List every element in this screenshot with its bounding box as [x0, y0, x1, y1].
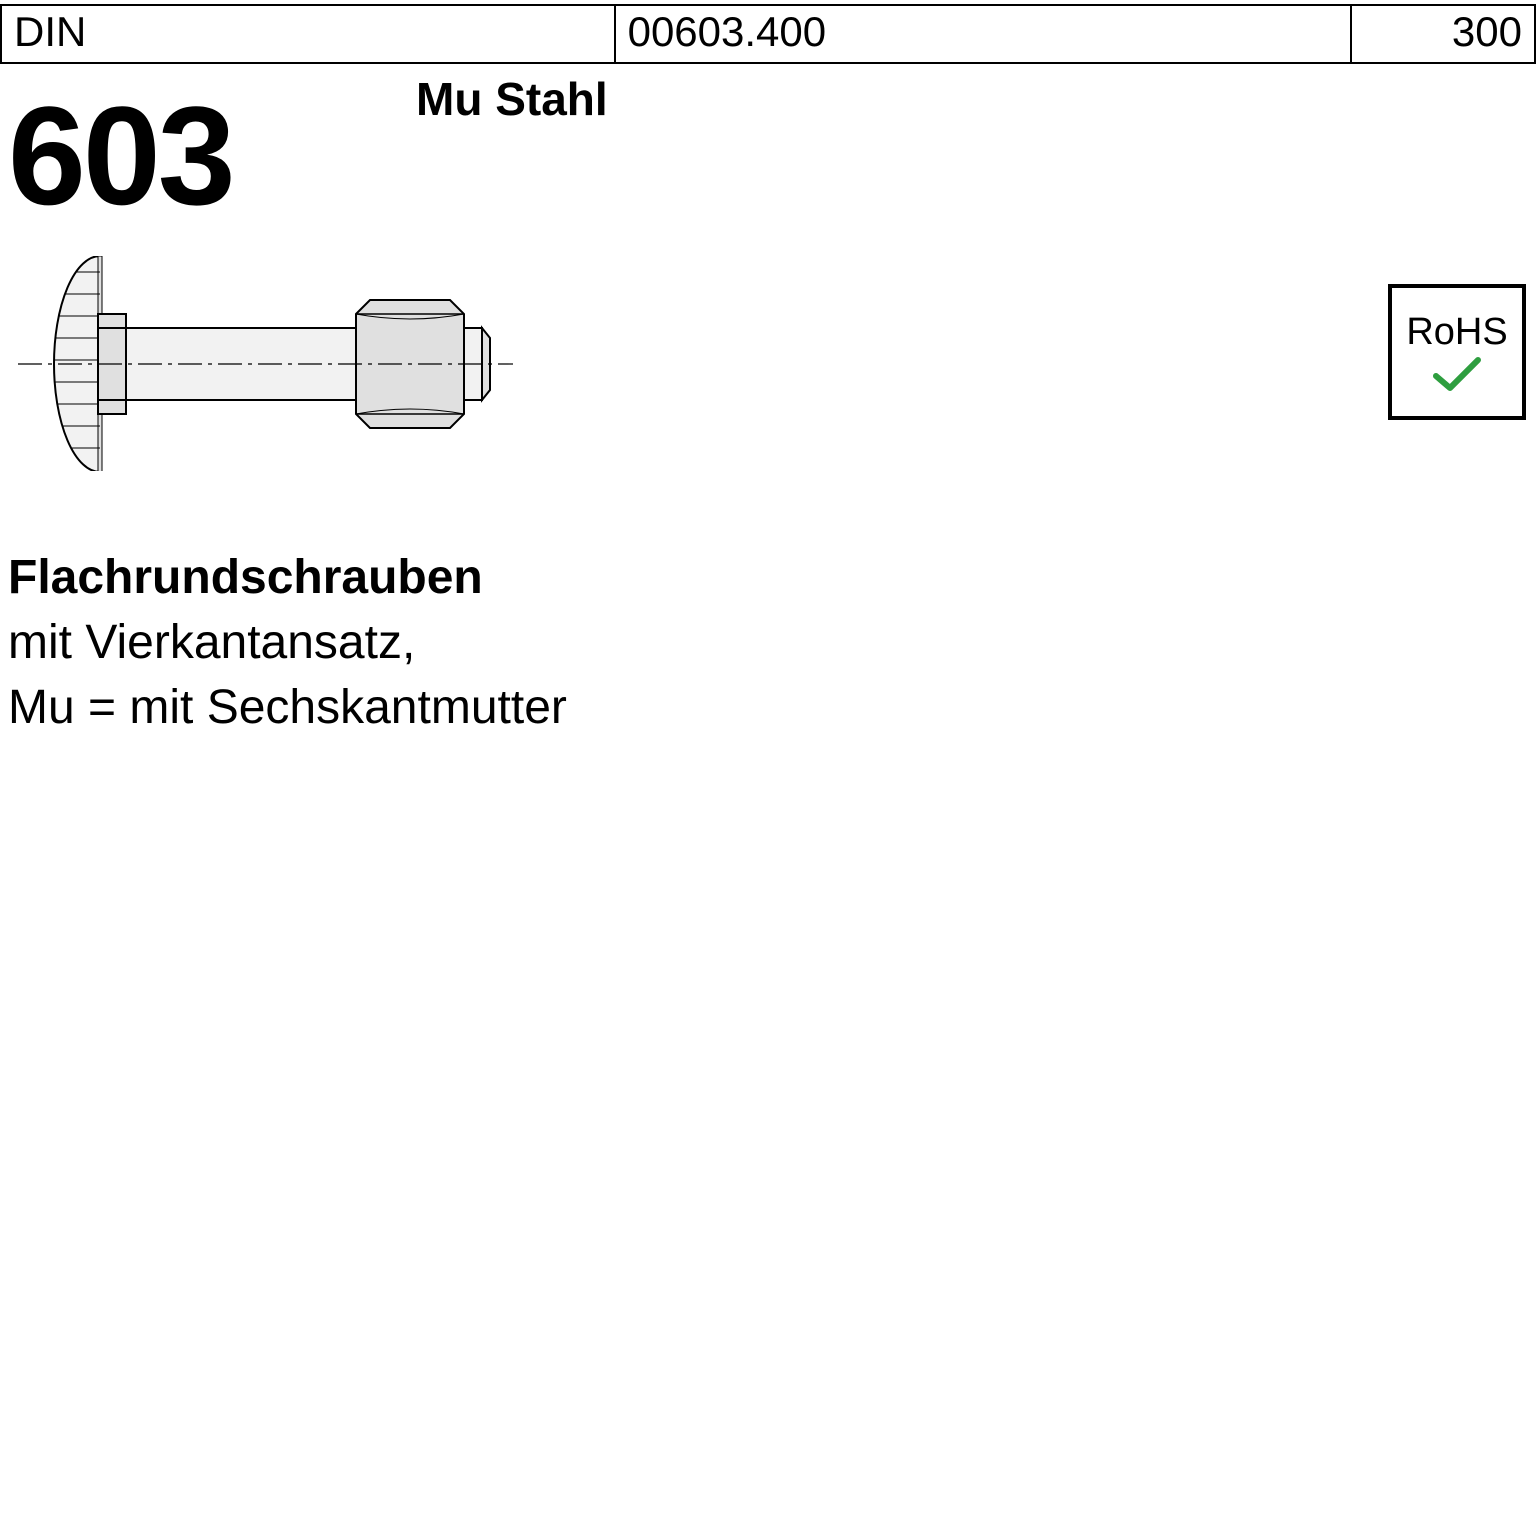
description-line-1: Flachrundschrauben	[8, 546, 1536, 611]
checkmark-icon	[1432, 356, 1482, 394]
description-line-2: mit Vierkantansatz,	[8, 611, 1536, 676]
rohs-label: RoHS	[1406, 311, 1507, 354]
standard-number: 603	[0, 86, 1536, 226]
header-table: DIN 00603.400 300	[0, 4, 1536, 64]
description-line-3: Mu = mit Sechskantmutter	[8, 676, 1536, 741]
technical-drawing	[0, 256, 1366, 476]
rohs-badge: RoHS	[1388, 284, 1526, 420]
header-code: 00603.400	[615, 5, 1351, 63]
header-standard-org: DIN	[1, 5, 615, 63]
product-description: Flachrundschrauben mit Vierkantansatz, M…	[0, 546, 1536, 740]
header-qty: 300	[1351, 5, 1535, 63]
